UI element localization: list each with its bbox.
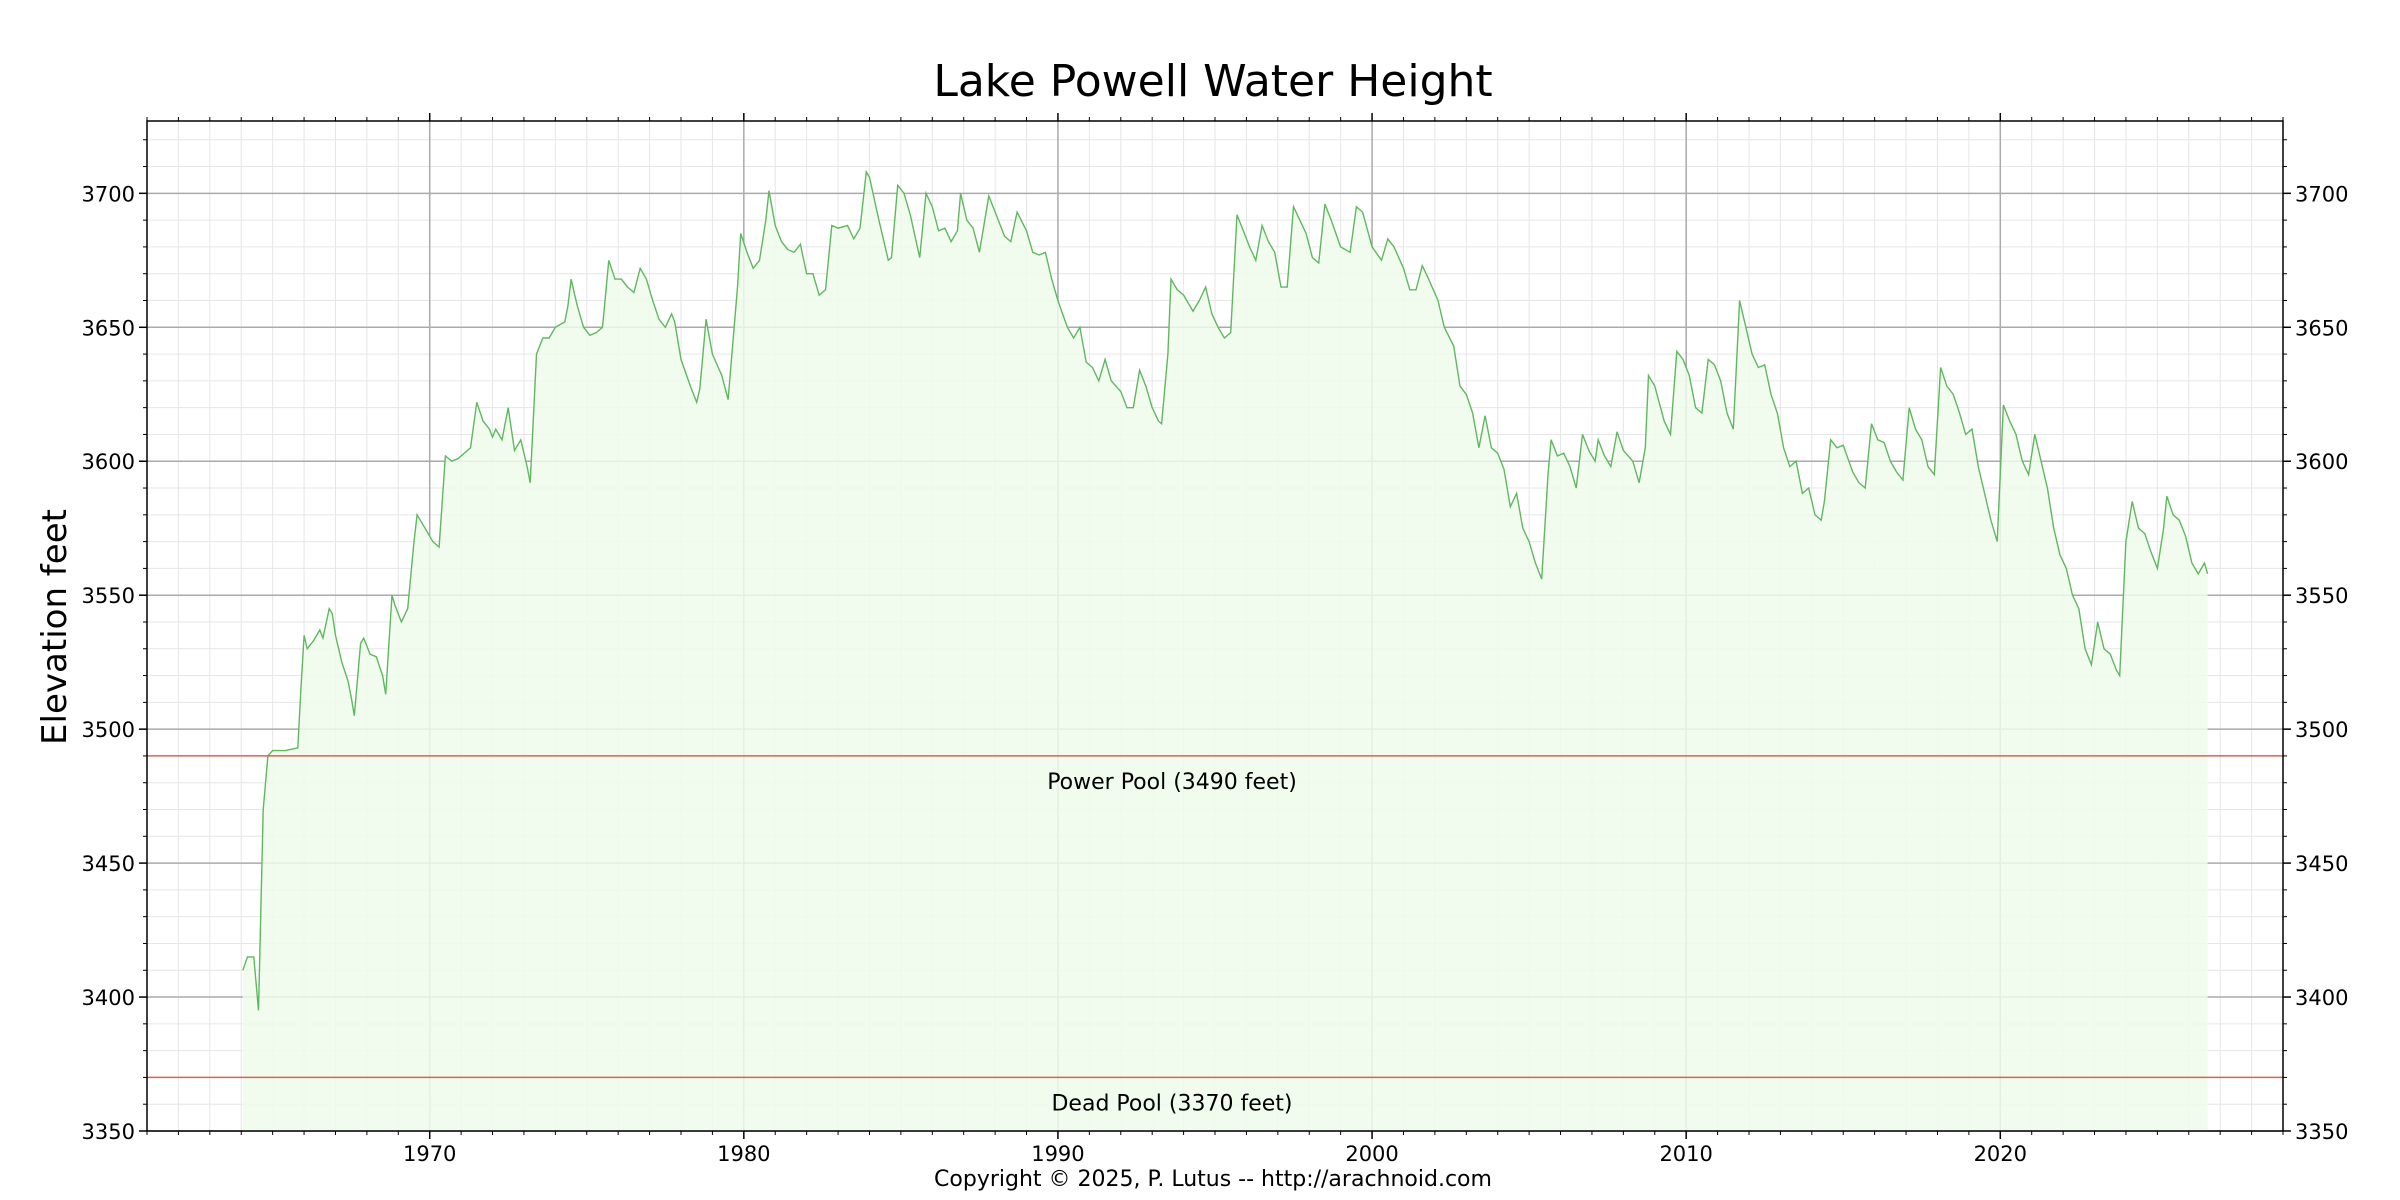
y-tick-label-right: 3350	[2295, 1120, 2348, 1144]
x-tick-label: 2000	[1345, 1142, 1398, 1166]
y-tick-label-left: 3650	[82, 316, 135, 340]
chart-title: Lake Powell Water Height	[933, 56, 1492, 107]
y-tick-label-right: 3700	[2295, 182, 2348, 206]
y-tick-label-left: 3450	[82, 852, 135, 876]
y-tick-label-left: 3350	[82, 1120, 135, 1144]
y-tick-label-left: 3600	[82, 450, 135, 474]
y-tick-label-right: 3650	[2295, 316, 2348, 340]
x-tick-label: 1980	[717, 1142, 770, 1166]
y-tick-label-right: 3450	[2295, 852, 2348, 876]
y-tick-label-right: 3500	[2295, 718, 2348, 742]
y-tick-label-left: 3550	[82, 584, 135, 608]
y-tick-label-right: 3600	[2295, 450, 2348, 474]
y-tick-label-right: 3400	[2295, 986, 2348, 1010]
water-height-line	[242, 169, 2209, 1011]
copyright-text: Copyright © 2025, P. Lutus -- http://ara…	[934, 1167, 1492, 1192]
y-tick-label-left: 3500	[82, 718, 135, 742]
y-tick-label-left: 3400	[82, 986, 135, 1010]
x-tick-label: 1970	[403, 1142, 456, 1166]
y-tick-label-left: 3700	[82, 182, 135, 206]
x-tick-label: 2020	[1974, 1142, 2027, 1166]
x-tick-label: 1990	[1031, 1142, 1084, 1166]
x-tick-label: 2010	[1659, 1142, 1712, 1166]
water-height-area	[242, 171, 2208, 1131]
y-axis-label: Elevation feet	[35, 509, 75, 745]
dead-pool-label: Dead Pool (3370 feet)	[1051, 1091, 1292, 1116]
plot-area: Power Pool (3490 feet) Dead Pool (3370 fe…	[82, 113, 2348, 1166]
power-pool-label: Power Pool (3490 feet)	[1047, 770, 1297, 795]
y-tick-label-right: 3550	[2295, 584, 2348, 608]
